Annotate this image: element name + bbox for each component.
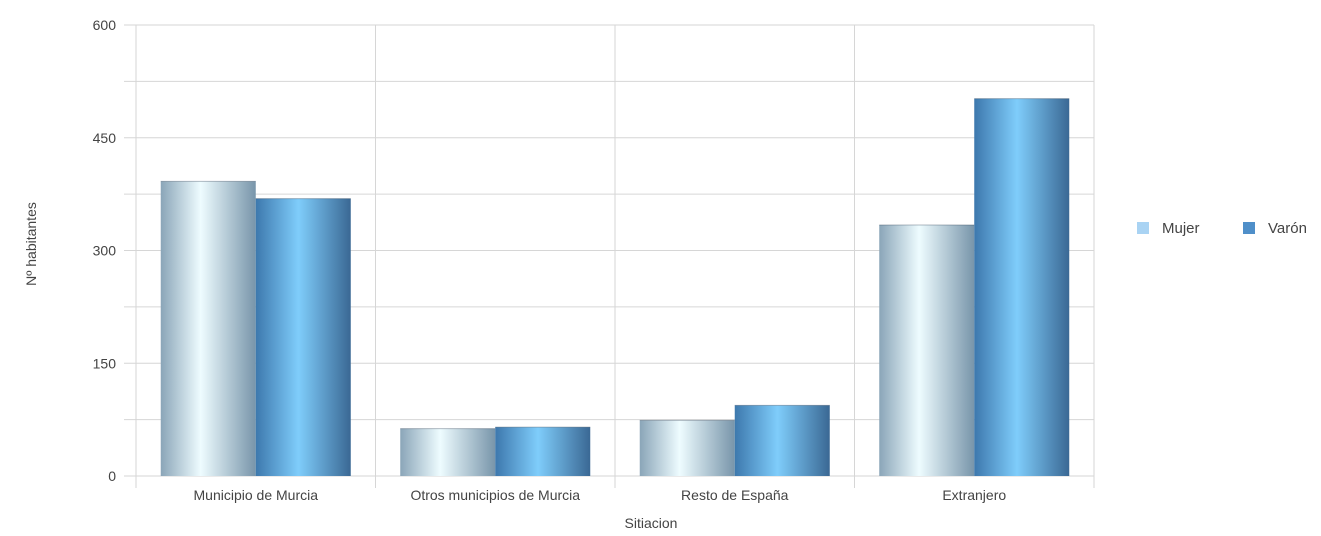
legend-label: Varón bbox=[1268, 220, 1307, 237]
x-tick-label: Otros municipios de Murcia bbox=[410, 487, 580, 503]
bar-mujer bbox=[879, 224, 975, 476]
x-axis-title: Sitiacion bbox=[625, 515, 678, 531]
axes: 0 150 300 450 600 Municipio de Murcia Otros mu… bbox=[93, 17, 1007, 503]
y-tick-label: 300 bbox=[93, 243, 117, 259]
x-tick-label: Resto de España bbox=[681, 487, 789, 503]
bar-var-n bbox=[734, 405, 830, 476]
y-axis-title: Nº habitantes bbox=[23, 202, 39, 286]
y-tick-label: 450 bbox=[93, 130, 117, 146]
bar-mujer bbox=[400, 428, 496, 476]
bar-var-n bbox=[974, 98, 1070, 476]
x-tick-label: Extranjero bbox=[942, 487, 1006, 503]
y-tick-label: 150 bbox=[93, 355, 117, 371]
y-tick-label: 600 bbox=[93, 17, 117, 33]
bar-mujer bbox=[639, 420, 735, 476]
bar-var-n bbox=[495, 427, 591, 476]
legend-label: Mujer bbox=[1162, 220, 1200, 237]
bars bbox=[160, 98, 1070, 476]
legend-swatch bbox=[1137, 222, 1149, 234]
legend: Mujer Varón bbox=[1137, 220, 1307, 237]
legend-swatch bbox=[1243, 222, 1255, 234]
x-tick-label: Municipio de Murcia bbox=[194, 487, 319, 503]
bar-var-n bbox=[255, 198, 351, 476]
bar-mujer bbox=[160, 181, 256, 476]
y-tick-label: 0 bbox=[108, 468, 116, 484]
